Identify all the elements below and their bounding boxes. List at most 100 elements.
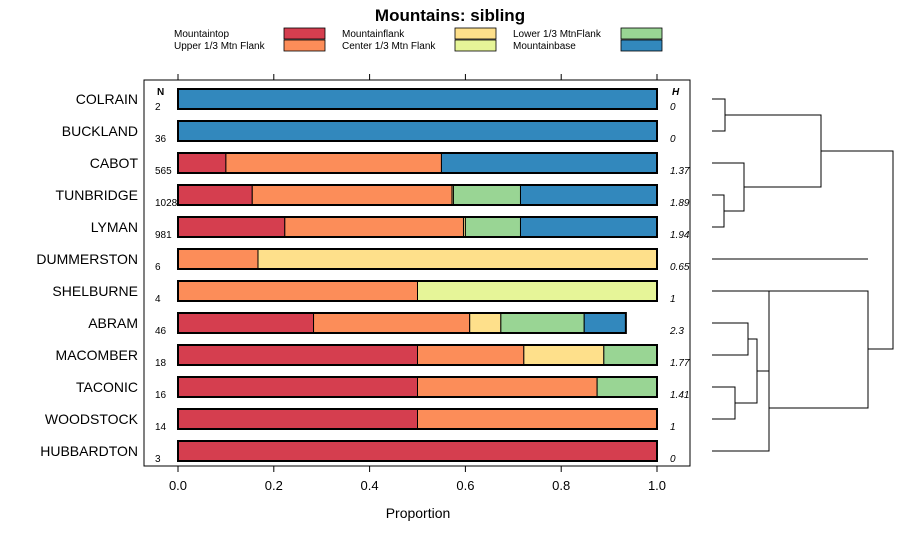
bar-segment-lyman-upper-1-3-mtn-flank <box>284 216 464 238</box>
x-tick-label: 0.0 <box>169 478 187 493</box>
x-tick-label: 0.4 <box>361 478 379 493</box>
bar-outline-hubbardton <box>177 440 658 462</box>
row-label-taconic: TACONIC <box>76 379 138 395</box>
bar-segment-lyman-lower-1-3-mtnflank <box>464 216 521 238</box>
row-label-buckland: BUCKLAND <box>62 123 138 139</box>
h-value-lyman: 1.94 <box>670 230 690 241</box>
row-label-dummerston: DUMMERSTON <box>36 251 138 267</box>
h-column-header: H <box>672 87 680 98</box>
bar-segment-cabot-mountainbase <box>440 152 658 174</box>
h-value-tunbridge: 1.89 <box>670 198 690 209</box>
bar-segment-macomber-mountainflank <box>523 344 605 366</box>
bar-segment-dummerston-upper-1-3-mtn-flank <box>177 248 259 270</box>
dendrogram-branch <box>821 150 894 350</box>
plot-frame <box>143 79 691 467</box>
h-value-cabot: 1.37 <box>670 166 690 177</box>
legend-swatch-mountaintop <box>283 27 326 40</box>
legend-swatch-lower-1-3-mtnflank <box>620 27 663 40</box>
row-label-cabot: CABOT <box>90 155 139 171</box>
bar-outline-taconic <box>177 376 658 398</box>
n-value-hubbardton: 3 <box>155 454 161 465</box>
bar-segment-cabot-upper-1-3-mtn-flank <box>225 152 442 174</box>
bar-outline-colrain <box>177 88 658 110</box>
h-value-buckland: 0 <box>670 134 676 145</box>
dendrogram-branch <box>712 386 736 420</box>
bar-segment-lyman-mountaintop <box>177 216 286 238</box>
row-label-shelburne: SHELBURNE <box>52 283 138 299</box>
bar-outline-cabot <box>177 152 658 174</box>
legend-label-mountainbase: Mountainbase <box>513 41 576 52</box>
bar-segment-woodstock-upper-1-3-mtn-flank <box>417 408 658 430</box>
dendrogram-branch <box>712 322 749 356</box>
n-value-woodstock: 14 <box>155 422 167 433</box>
bar-segment-woodstock-mountaintop <box>177 408 418 430</box>
legend-label-mountaintop: Mountaintop <box>174 29 229 40</box>
bars-group: COLRAIN 2 0 BUCKLAND 36 0 CABOT 565 1.37 TUNBRIDG… <box>36 88 690 465</box>
bar-outline-woodstock <box>177 408 658 430</box>
bar-outline-dummerston <box>177 248 658 270</box>
bar-segment-abram-lower-1-3-mtnflank <box>500 312 585 334</box>
dendrogram-branch <box>735 338 758 404</box>
h-value-abram: 2.3 <box>669 326 684 337</box>
bar-segment-dummerston-mountainflank <box>257 248 658 270</box>
bar-segment-hubbardton-mountaintop <box>177 440 658 462</box>
row-label-lyman: LYMAN <box>91 219 138 235</box>
bar-outline-shelburne <box>177 280 658 302</box>
n-value-shelburne: 4 <box>155 294 161 305</box>
legend-label-mountainflank: Mountainflank <box>342 29 405 40</box>
h-value-shelburne: 1 <box>670 294 676 305</box>
bar-segment-shelburne-upper-1-3-mtn-flank <box>177 280 418 302</box>
h-value-taconic: 1.41 <box>670 390 689 401</box>
bar-segment-tunbridge-upper-1-3-mtn-flank <box>251 184 453 206</box>
n-value-cabot: 565 <box>155 166 172 177</box>
x-axis: 0.0 0.2 0.4 0.6 0.8 1.0 <box>169 74 666 493</box>
legend-label-upper-1-3-mtn-flank: Upper 1/3 Mtn Flank <box>174 41 266 52</box>
h-value-dummerston: 0.65 <box>670 262 690 273</box>
n-value-macomber: 18 <box>155 358 167 369</box>
x-tick-label: 0.2 <box>265 478 283 493</box>
dendrogram-branch <box>725 114 822 188</box>
x-axis-title: Proportion <box>386 505 451 521</box>
bar-outline-lyman <box>177 216 658 238</box>
bar-outline-buckland <box>177 120 658 142</box>
row-label-woodstock: WOODSTOCK <box>45 411 139 427</box>
bar-segment-shelburne-center-1-3-mtn-flank <box>417 280 658 302</box>
chart-title: Mountains: sibling <box>375 6 525 25</box>
legend-label-lower-1-3-mtnflank: Lower 1/3 MtnFlank <box>513 29 602 40</box>
n-value-colrain: 2 <box>155 102 161 113</box>
bar-segment-macomber-mountaintop <box>177 344 418 366</box>
bar-segment-macomber-upper-1-3-mtn-flank <box>417 344 525 366</box>
bar-outline-tunbridge <box>177 184 658 206</box>
n-value-taconic: 16 <box>155 390 167 401</box>
bar-outline-abram <box>177 312 627 334</box>
x-tick-label: 0.6 <box>456 478 474 493</box>
legend-swatch-mountainbase <box>620 39 663 52</box>
h-value-colrain: 0 <box>670 102 676 113</box>
dendrogram-branch <box>712 194 725 228</box>
legend-swatch-center-1-3-mtn-flank <box>454 39 497 52</box>
bar-segment-abram-mountainflank <box>469 312 502 334</box>
legend-swatch-upper-1-3-mtn-flank <box>283 39 326 52</box>
bar-segment-cabot-mountaintop <box>177 152 227 174</box>
bar-segment-abram-mountaintop <box>177 312 315 334</box>
bar-segment-tunbridge-lower-1-3-mtnflank <box>452 184 521 206</box>
bar-segment-buckland-mountainbase <box>177 120 658 142</box>
n-value-buckland: 36 <box>155 134 167 145</box>
row-label-colrain: COLRAIN <box>76 91 138 107</box>
h-value-macomber: 1.77 <box>670 358 690 369</box>
bar-segment-abram-upper-1-3-mtn-flank <box>313 312 471 334</box>
bar-segment-taconic-lower-1-3-mtnflank <box>596 376 658 398</box>
x-tick-label: 0.8 <box>552 478 570 493</box>
bar-segment-tunbridge-mountaintop <box>177 184 253 206</box>
bar-segment-macomber-lower-1-3-mtnflank <box>603 344 658 366</box>
row-label-tunbridge: TUNBRIDGE <box>56 187 138 203</box>
dendrogram-branch <box>712 98 726 132</box>
bar-outline-macomber <box>177 344 658 366</box>
dendrogram <box>712 98 894 452</box>
bar-segment-taconic-upper-1-3-mtn-flank <box>417 376 598 398</box>
bar-segment-abram-mountainbase <box>583 312 627 334</box>
row-label-macomber: MACOMBER <box>56 347 138 363</box>
row-label-abram: ABRAM <box>88 315 138 331</box>
n-value-abram: 46 <box>155 326 167 337</box>
